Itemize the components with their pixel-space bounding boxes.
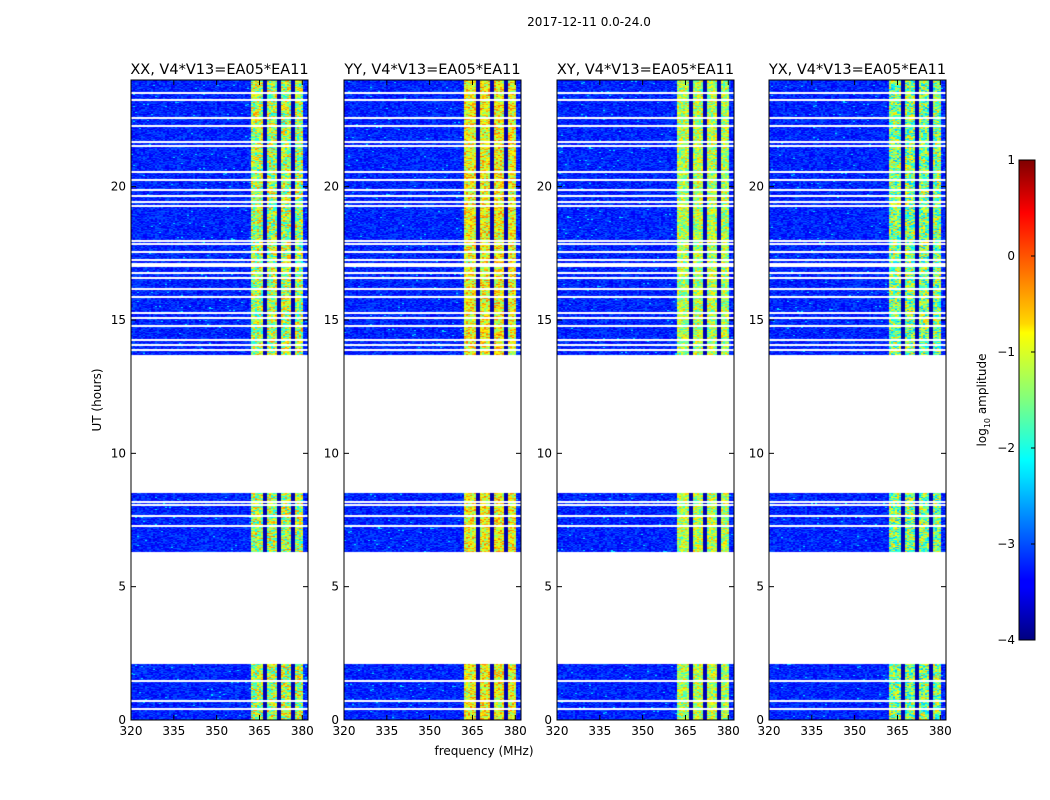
waterfall-image (769, 80, 946, 720)
x-tick-label: 350 (843, 724, 866, 738)
colorbar-tick-label: 1 (1007, 153, 1015, 167)
y-tick-label: 15 (324, 313, 339, 327)
figure-title: 2017-12-11 0.0-24.0 (527, 15, 651, 29)
y-tick-label: 15 (111, 313, 126, 327)
x-tick-label: 380 (291, 724, 314, 738)
colorbar-gradient (1019, 160, 1035, 640)
y-tick-label: 10 (749, 446, 764, 460)
y-tick-label: 10 (537, 446, 552, 460)
y-tick-label: 0 (331, 713, 339, 727)
colorbar-label-base: 10 (983, 418, 992, 428)
panel-title: XX, V4*V13=EA05*EA11 (130, 62, 308, 78)
x-tick-label: 350 (205, 724, 228, 738)
colorbar: −4 −3 −2 −1 0 1 log10 amplitude (975, 153, 1035, 647)
panel-title: YY, V4*V13=EA05*EA11 (343, 62, 520, 78)
y-tick-label: 5 (756, 580, 764, 594)
y-tick-label: 10 (111, 446, 126, 460)
colorbar-tick-label: 0 (1007, 249, 1015, 263)
figure: 2017-12-11 0.0-24.0 XX, V4*V13=EA05*EA11… (0, 0, 1050, 800)
y-tick-label: 0 (756, 713, 764, 727)
waterfall-image (557, 80, 734, 720)
y-tick-label: 5 (331, 580, 339, 594)
waterfall-image (131, 80, 308, 720)
waterfall-image (344, 80, 521, 720)
panel-title: XY, V4*V13=EA05*EA11 (557, 62, 734, 78)
x-axis-label: frequency (MHz) (434, 744, 533, 758)
colorbar-tick-label: −4 (997, 633, 1015, 647)
x-tick-label: 365 (886, 724, 909, 738)
y-tick-label: 15 (749, 313, 764, 327)
x-tick-label: 335 (800, 724, 823, 738)
y-tick-label: 0 (118, 713, 126, 727)
x-tick-label: 380 (717, 724, 740, 738)
colorbar-label-log: log (975, 428, 989, 446)
colorbar-tick-label: −2 (997, 441, 1015, 455)
y-tick-label: 5 (544, 580, 552, 594)
x-tick-label: 335 (375, 724, 398, 738)
x-tick-label: 350 (631, 724, 654, 738)
y-axis-label: UT (hours) (90, 368, 104, 431)
y-tick-label: 15 (537, 313, 552, 327)
x-tick-label: 380 (504, 724, 527, 738)
y-tick-label: 20 (749, 180, 764, 194)
y-tick-label: 20 (111, 180, 126, 194)
x-tick-label: 380 (929, 724, 952, 738)
x-tick-label: 335 (162, 724, 185, 738)
y-tick-label: 5 (118, 580, 126, 594)
colorbar-tick-label: −3 (997, 537, 1015, 551)
y-tick-label: 10 (324, 446, 339, 460)
x-tick-label: 365 (674, 724, 697, 738)
y-tick-label: 20 (324, 180, 339, 194)
colorbar-tick-label: −1 (997, 345, 1015, 359)
y-tick-label: 0 (544, 713, 552, 727)
x-tick-label: 365 (248, 724, 271, 738)
panel-title: YX, V4*V13=EA05*EA11 (768, 62, 946, 78)
x-tick-label: 365 (461, 724, 484, 738)
colorbar-label-rest: amplitude (975, 354, 989, 418)
y-tick-label: 20 (537, 180, 552, 194)
x-tick-label: 335 (588, 724, 611, 738)
colorbar-label: log10 amplitude (975, 354, 992, 447)
x-tick-label: 350 (418, 724, 441, 738)
